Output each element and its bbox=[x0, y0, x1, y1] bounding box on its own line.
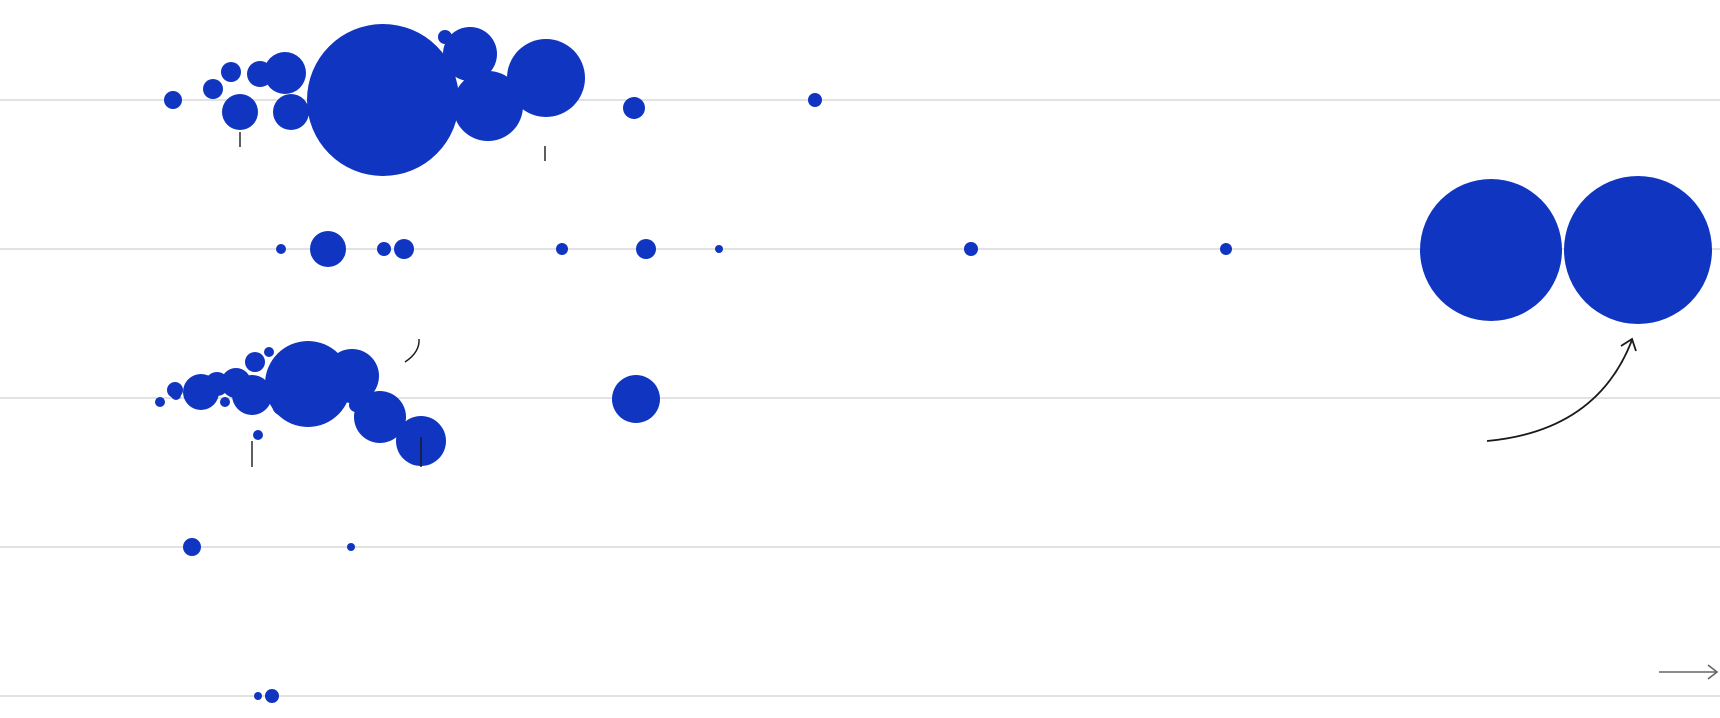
bubble-row4-2 bbox=[347, 543, 355, 551]
bubble-row1-1 bbox=[164, 91, 182, 109]
leader-line-row3-hook bbox=[404, 338, 420, 363]
annotation-layer bbox=[239, 132, 1719, 680]
bubble-row1-11 bbox=[443, 27, 497, 81]
bubble-row3-15 bbox=[325, 349, 379, 403]
bubble-row3-19 bbox=[612, 375, 660, 423]
bubble-row1-16 bbox=[808, 93, 822, 107]
bubble-row2-6 bbox=[636, 239, 656, 259]
bubble-row1-13 bbox=[453, 71, 523, 141]
bubble-row2-5 bbox=[556, 243, 568, 255]
bubble-row1-6 bbox=[264, 52, 306, 94]
bubble-row3-1 bbox=[155, 397, 165, 407]
bubble-row4-1 bbox=[183, 538, 201, 556]
bubble-row3-10 bbox=[245, 352, 265, 372]
bubble-row1-14 bbox=[507, 39, 585, 117]
x-axis-arrow-head bbox=[1707, 664, 1719, 680]
curved-callout-arrowhead bbox=[1620, 337, 1637, 352]
curved-callout-arrow bbox=[1486, 339, 1633, 442]
bubble-row2-10 bbox=[1420, 179, 1562, 321]
bubble-row1-2 bbox=[203, 79, 223, 99]
bubble-row3-3 bbox=[171, 390, 181, 400]
bubble-row3-9 bbox=[232, 375, 272, 415]
bubble-row1-3 bbox=[221, 62, 241, 82]
bubble-row3-7 bbox=[220, 397, 230, 407]
bubble-row1-15 bbox=[623, 97, 645, 119]
bubble-row2-2 bbox=[310, 231, 346, 267]
bubble-row3-17 bbox=[354, 391, 406, 443]
bubble-row3-12 bbox=[264, 347, 274, 357]
bubble-row2-9 bbox=[1220, 243, 1232, 255]
bubble-row5-2 bbox=[265, 689, 279, 703]
bubble-row2-1 bbox=[276, 244, 286, 254]
bubble-row2-8 bbox=[964, 242, 978, 256]
bubble-row3-11 bbox=[253, 430, 263, 440]
bubble-row5-1 bbox=[254, 692, 262, 700]
bubble-row2-11 bbox=[1564, 176, 1712, 324]
bubble-row2-7 bbox=[715, 245, 723, 253]
bubble-row3-6 bbox=[212, 373, 222, 383]
bubble-row1-7 bbox=[273, 94, 309, 130]
bubble-row2-4 bbox=[394, 239, 414, 259]
bubble-row1-4 bbox=[222, 94, 258, 130]
bubble-layer bbox=[155, 24, 1712, 703]
bubble-row1-8 bbox=[307, 24, 459, 176]
bubble-row2-3 bbox=[377, 242, 391, 256]
